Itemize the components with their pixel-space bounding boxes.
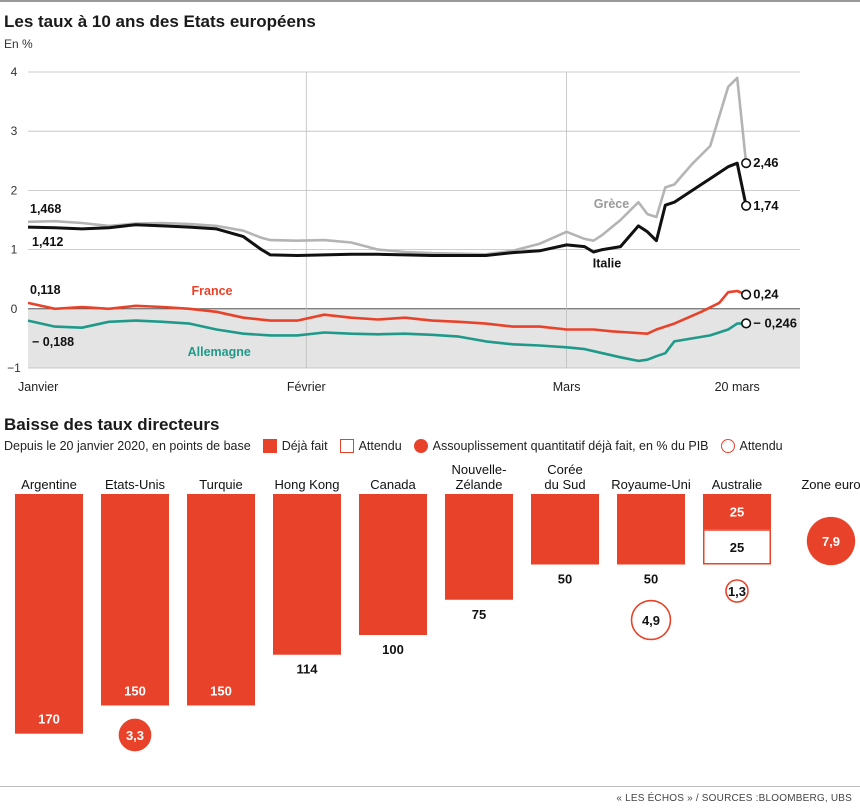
y-tick-label: 3 [11, 124, 18, 138]
bar-done [531, 494, 599, 565]
y-tick-label: 2 [11, 183, 18, 197]
legend-qe-expected-swatch [720, 439, 735, 453]
category-label: Zélande [456, 477, 503, 492]
category-label: Australie [712, 477, 763, 492]
qe-circle-expected [725, 579, 749, 603]
qe-value-label: 1,3 [728, 584, 746, 599]
bar-done [187, 494, 255, 706]
series-line-italie [27, 161, 748, 257]
bar-done [273, 494, 341, 655]
category-label: du Sud [544, 477, 585, 492]
bar-done [445, 494, 513, 600]
series-name-grece: Grèce [594, 197, 629, 211]
bar-value-label: 75 [472, 607, 486, 622]
legend-expected: Attendu [339, 439, 402, 453]
legend-done-label: Déjà fait [281, 439, 328, 453]
category-label: Zone euro [801, 477, 860, 492]
bar-value-label: 114 [297, 662, 319, 677]
end-marker [741, 200, 752, 211]
start-label-grece: 1,468 [30, 202, 61, 216]
legend-done-swatch [262, 439, 277, 453]
bar-subtitle: Depuis le 20 janvier 2020, en points de … [4, 439, 251, 453]
series-line-allemagne [27, 319, 747, 363]
y-tick-label: 1 [11, 243, 18, 257]
bar-legend: Depuis le 20 janvier 2020, en points de … [4, 436, 860, 456]
legend-qe-done-label: Assouplissement quantitatif déjà fait, e… [432, 439, 709, 453]
series-line-france [27, 289, 747, 336]
qe-value-label: 4,9 [642, 613, 660, 628]
bar-value-label: 170 [38, 712, 60, 727]
category-label: Corée [547, 462, 582, 477]
end-label-grece: 2,46 [753, 155, 778, 170]
bar-value-label: 100 [382, 642, 404, 657]
category-label: Turquie [199, 477, 243, 492]
line-chart: 4 3 2 1 0 −1 Janvier Février Mars 20 mars 1,468 1,4… [7, 65, 800, 394]
bar-value-label: 150 [124, 684, 146, 699]
x-tick-label: Janvier [18, 380, 58, 394]
bar-value-label: 150 [210, 684, 232, 699]
bar-expected [703, 529, 771, 565]
bar-value-label: 50 [644, 572, 658, 587]
legend-expected-label: Attendu [358, 439, 402, 453]
bottom-rule [0, 786, 860, 787]
bar-expected-value-label: 25 [730, 540, 744, 555]
bar-done [101, 494, 169, 706]
source-note: « LES ÉCHOS » / SOURCES :BLOOMBERG, UBS [616, 793, 852, 804]
category-label: Nouvelle- [452, 462, 507, 477]
category-label: Etats-Unis [105, 477, 165, 492]
bar-chart: Argentine 170 Etats-Unis 150 Turquie 150 Hong … [15, 462, 860, 752]
category-label: Hong Kong [274, 477, 339, 492]
end-marker [741, 318, 752, 329]
y-tick-label: −1 [7, 361, 21, 375]
bar-value-label: 25 [730, 505, 744, 520]
qe-value-label: 3,3 [126, 728, 144, 743]
qe-circle-done [806, 516, 856, 566]
x-tick-label: 20 mars [715, 380, 760, 394]
legend-expected-swatch [339, 439, 354, 453]
series-name-france: France [192, 284, 233, 298]
category-label: Canada [370, 477, 416, 492]
bar-chart-title: Baisse des taux directeurs [4, 415, 220, 434]
bar-done [15, 494, 83, 734]
series-name-allemagne: Allemagne [188, 345, 251, 359]
bar-done [703, 494, 771, 530]
end-label-italie: 1,74 [753, 198, 779, 213]
y-tick-label: 0 [11, 302, 18, 316]
bar-done [359, 494, 427, 635]
series-name-italie: Italie [593, 256, 622, 270]
legend-qe-done: Assouplissement quantitatif déjà fait, e… [413, 439, 709, 453]
qe-value-label: 7,9 [822, 534, 840, 549]
end-marker [741, 158, 752, 169]
x-tick-label: Mars [553, 380, 581, 394]
bar-value-label: 50 [558, 572, 572, 587]
start-label-allemagne: − 0,188 [32, 335, 74, 349]
legend-qe-done-swatch [413, 439, 428, 453]
chart-title: Les taux à 10 ans des Etats européens [4, 12, 316, 31]
qe-circle-done [118, 718, 152, 752]
qe-circle-expected [630, 599, 672, 641]
legend-done: Déjà fait [262, 439, 328, 453]
end-label-france: 0,24 [753, 287, 779, 302]
end-marker [741, 289, 752, 300]
top-rule [0, 0, 860, 2]
category-label: Argentine [21, 477, 77, 492]
y-unit-label: En % [4, 37, 33, 51]
end-label-allemagne: − 0,246 [753, 315, 797, 330]
legend-qe-expected-label: Attendu [739, 439, 783, 453]
start-label-france: 0,118 [30, 283, 61, 297]
category-label: Royaume-Uni [611, 477, 691, 492]
legend-qe-expected: Attendu [720, 439, 783, 453]
start-label-italie: 1,412 [32, 235, 63, 249]
x-tick-label: Février [287, 380, 326, 394]
bar-done [617, 494, 685, 565]
y-tick-label: 4 [11, 65, 18, 79]
